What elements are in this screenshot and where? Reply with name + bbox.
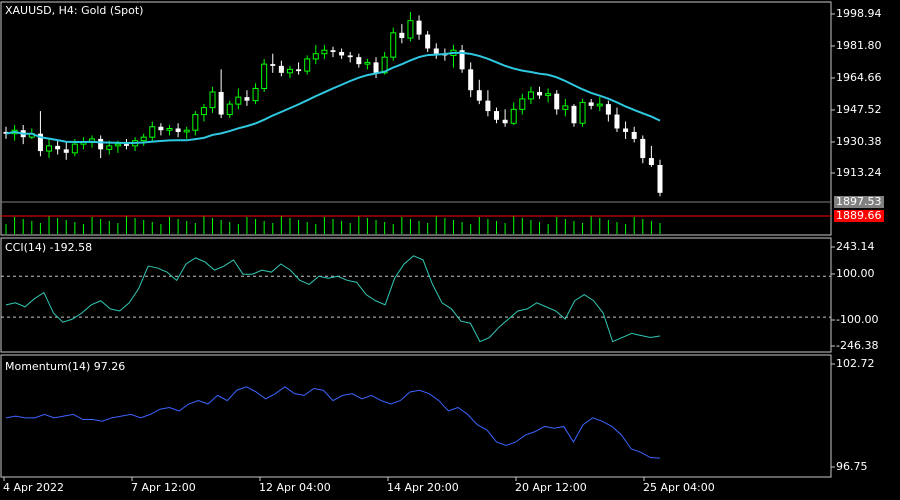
candle-body-bull (252, 87, 259, 102)
candle-body-bear (485, 100, 491, 112)
candle-body-bull (235, 96, 242, 105)
price-tick: 1947.52 (836, 103, 882, 116)
candle-body-bull (312, 53, 319, 60)
candle-body-bear (356, 57, 362, 65)
candle-body-bear (278, 65, 284, 73)
candle-body-bull (527, 91, 534, 100)
candle-body-bear (605, 104, 611, 115)
candle-body-bear (98, 138, 104, 150)
time-label: 20 Apr 12:00 (515, 481, 587, 494)
cci-tick: -100.00 (836, 313, 879, 326)
candle-body-bear (571, 105, 577, 124)
candle-body-bear (640, 138, 646, 159)
cci-tick: 243.14 (836, 240, 875, 253)
candle-body-bull (545, 93, 552, 96)
price-tick: 1930.38 (836, 135, 882, 148)
candle-body-bear (614, 114, 620, 129)
candle-body-bear (537, 91, 543, 96)
cci-line (5, 255, 661, 343)
candle-body-bear (339, 51, 345, 56)
candle-body-bear (244, 97, 250, 101)
candle-body-bull (286, 68, 293, 74)
cci-indicator-label: CCI(14) -192.58 (5, 241, 93, 254)
candle-body-bear (55, 145, 61, 150)
candle-body-bear (502, 119, 508, 124)
candle-body-bull (149, 126, 156, 138)
candle-body-bull (71, 143, 78, 154)
candle-body-bull (209, 91, 216, 109)
momentum-pane-frame (0, 354, 832, 478)
candle-body-bear (623, 128, 629, 132)
candle-body-bear (63, 149, 69, 153)
time-label: 7 Apr 12:00 (131, 481, 196, 494)
candle-body-bear (330, 50, 336, 52)
price-tick: 1964.66 (836, 71, 882, 84)
candle-body-bear (588, 102, 594, 106)
candle-body-bull (510, 108, 517, 124)
moving-average-line (5, 51, 661, 144)
ask-price-tag: 1889.66 (834, 209, 884, 222)
momentum-indicator-label: Momentum(14) 97.26 (5, 360, 126, 373)
candle-body-bull (304, 58, 311, 72)
time-label: 25 Apr 04:00 (643, 481, 715, 494)
candle-body-bull (192, 114, 199, 131)
time-label: 14 Apr 20:00 (387, 481, 459, 494)
candle-body-bear (459, 50, 465, 70)
candle-body-bear (296, 69, 302, 72)
candle-body-bull (596, 103, 603, 107)
candle-body-bull (166, 127, 173, 131)
candle-body-bear (158, 126, 164, 131)
price-tick: 1981.80 (836, 39, 882, 52)
candle-body-bull (321, 49, 328, 55)
cci-pane-frame (0, 237, 832, 353)
candle-body-bull (390, 32, 397, 58)
candle-body-bull (46, 145, 53, 152)
candle-body-bear (648, 158, 654, 165)
candle-body-bear (554, 93, 560, 110)
candle-body-bull (226, 103, 233, 116)
candle-body-bear (270, 64, 276, 66)
chart-title: XAUUSD, H4: Gold (Spot) (5, 4, 144, 17)
candle-body-bull (579, 101, 586, 124)
bid-price-tag: 1897.53 (834, 195, 884, 208)
candle-body-bull (114, 143, 121, 147)
candle-body-bear (657, 165, 663, 193)
candle-body-bull (200, 107, 207, 116)
candle-body-bear (218, 91, 224, 115)
candle-body-bear (494, 111, 499, 120)
cci-tick: -246.38 (836, 339, 879, 352)
cci-tick: 100.00 (836, 267, 875, 280)
candle-body-bull (407, 20, 414, 39)
price-pane-frame (0, 1, 832, 236)
candle-body-bear (37, 133, 43, 152)
candle-body-bear (468, 69, 474, 91)
candle-body-bull (519, 98, 526, 110)
time-label: 4 Apr 2022 (3, 481, 65, 494)
candle-body-bull (381, 56, 388, 74)
momentum-tick: 102.72 (836, 357, 875, 370)
candle-body-bear (123, 144, 129, 146)
candle-body-bull (261, 63, 268, 89)
candle-body-bull (562, 105, 569, 110)
candle-body-bear (433, 48, 439, 54)
candle-body-bull (183, 129, 190, 133)
candle-body-bear (175, 128, 181, 132)
candle-body-bear (476, 90, 482, 101)
candle-body-bear (373, 62, 379, 73)
candle-body-bear (399, 32, 405, 39)
candle-body-bear (425, 34, 431, 49)
candle-body-bear (416, 20, 422, 35)
candle-body-bull (140, 136, 147, 142)
momentum-line (5, 386, 661, 459)
price-tick: 1913.24 (836, 166, 882, 179)
momentum-tick: 96.75 (836, 460, 868, 473)
candle-body-bull (364, 61, 371, 65)
candle-body-bear (631, 131, 637, 139)
candle-body-bear (347, 55, 353, 58)
price-tick: 1998.94 (836, 7, 882, 20)
time-label: 12 Apr 04:00 (259, 481, 331, 494)
candle-body-bull (106, 145, 113, 150)
